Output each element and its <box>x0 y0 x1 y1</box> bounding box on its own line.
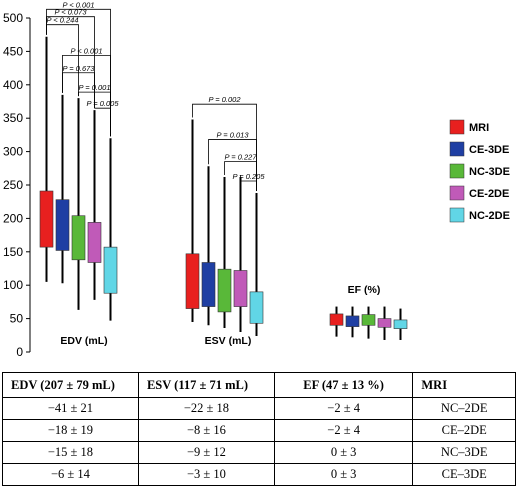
cell-method: NC–2DE <box>412 397 516 420</box>
cell-ef: 0 ± 3 <box>273 463 414 486</box>
header-ef: EF (47 ± 13 %) <box>273 372 414 398</box>
y-tick-label: 450 <box>3 44 23 58</box>
box <box>329 313 344 326</box>
p-value-label: P = 0.205 <box>232 172 265 181</box>
legend-swatch <box>449 163 465 179</box>
boxplot-chart: 0 50 100 150 200 250 300 350 400 450 500 P < 0.001… <box>3 0 510 359</box>
cell-esv: −8 ± 16 <box>137 419 275 442</box>
p-value-label: P = 0.001 <box>78 83 110 92</box>
legend-label: CE-3DE <box>469 144 509 156</box>
y-axis: 0 50 100 150 200 250 300 350 400 450 500 <box>3 11 31 359</box>
box <box>103 246 118 294</box>
bracket <box>94 107 111 137</box>
bracket <box>208 139 257 192</box>
p-value-label: P < 0.001 <box>70 46 102 55</box>
cell-ef: −2 ± 4 <box>273 419 414 442</box>
cell-esv: −9 ± 12 <box>137 441 275 464</box>
legend-label: CE-2DE <box>469 188 509 200</box>
p-value-label: P < 0.073 <box>54 8 87 17</box>
bracket <box>240 174 257 192</box>
y-tick-label: 50 <box>10 312 24 326</box>
cell-edv: −18 ± 19 <box>2 419 139 442</box>
y-tick-label: 400 <box>3 78 23 92</box>
cell-ef: −2 ± 4 <box>273 397 414 420</box>
p-value-label: P = 0.013 <box>216 131 249 140</box>
legend-label: NC-3DE <box>469 166 510 178</box>
legend-swatch <box>449 119 465 135</box>
header-esv: ESV (117 ± 71 mL) <box>137 372 275 398</box>
group-labels: EDV (mL) ESV (mL) EF (%) <box>60 284 380 347</box>
p-value-label: P = 0.005 <box>86 99 119 108</box>
box <box>217 268 232 313</box>
box <box>201 262 216 307</box>
header-mri: MRI <box>412 372 516 398</box>
box <box>55 199 70 251</box>
box <box>393 319 408 329</box>
bracket <box>62 72 95 109</box>
p-value-label: P < 0.244 <box>46 16 78 25</box>
legend-swatch <box>449 185 465 201</box>
bracket <box>46 16 95 109</box>
p-value-label: P < 0.001 <box>62 0 94 9</box>
cell-edv: −15 ± 18 <box>2 441 139 464</box>
cell-edv: −41 ± 21 <box>2 397 139 420</box>
y-tick-label: 200 <box>3 211 23 225</box>
header-edv: EDV (207 ± 79 mL) <box>2 372 139 398</box>
box <box>345 315 360 327</box>
bracket <box>224 161 257 192</box>
table-row: −6 ± 14 −3 ± 10 0 ± 3 CE–3DE <box>2 463 516 486</box>
legend-swatch <box>449 141 465 157</box>
box <box>71 215 86 261</box>
box <box>87 222 102 263</box>
table-row: −18 ± 19 −8 ± 16 −2 ± 4 CE–2DE <box>2 419 516 442</box>
difference-table: EDV (207 ± 79 mL) ESV (117 ± 71 mL) EF (… <box>2 372 516 486</box>
cell-edv: −6 ± 14 <box>2 463 139 486</box>
table-row: −41 ± 21 −22 ± 18 −2 ± 4 NC–2DE <box>2 397 516 420</box>
p-value-label: P = 0.673 <box>62 64 95 73</box>
p-value-label: P = 0.227 <box>224 153 257 162</box>
y-tick-label: 100 <box>3 278 23 292</box>
cell-method: CE–3DE <box>412 463 516 486</box>
cell-esv: −3 ± 10 <box>137 463 275 486</box>
legend-swatch <box>449 207 465 223</box>
bracket <box>46 24 79 97</box>
group-label: EF (%) <box>348 284 381 296</box>
p-value-label: P = 0.002 <box>208 95 241 104</box>
y-tick-label: 0 <box>16 345 23 359</box>
y-tick-label: 300 <box>3 145 23 159</box>
cell-method: CE–2DE <box>412 419 516 442</box>
legend-label: MRI <box>469 122 489 134</box>
box <box>233 270 248 307</box>
y-tick-label: 150 <box>3 245 23 259</box>
y-tick-label: 350 <box>3 111 23 125</box>
cell-method: NC–3DE <box>412 441 516 464</box>
table-row: −15 ± 18 −9 ± 12 0 ± 3 NC–3DE <box>2 441 516 464</box>
box <box>249 291 264 324</box>
legend: MRI CE-3DE NC-3DE CE-2DE NC-2DE <box>449 119 510 223</box>
box <box>39 190 54 248</box>
cell-ef: 0 ± 3 <box>273 441 414 464</box>
box <box>377 318 392 328</box>
legend-label: NC-2DE <box>469 210 510 222</box>
y-tick-label: 500 <box>3 11 23 25</box>
box <box>185 253 200 309</box>
group-label: ESV (mL) <box>205 335 252 347</box>
cell-esv: −22 ± 18 <box>137 397 275 420</box>
box <box>361 314 376 326</box>
group-label: EDV (mL) <box>60 335 107 347</box>
boxes <box>39 36 408 340</box>
table-header-row: EDV (207 ± 79 mL) ESV (117 ± 71 mL) EF (… <box>2 372 516 398</box>
y-tick-label: 250 <box>3 178 23 192</box>
